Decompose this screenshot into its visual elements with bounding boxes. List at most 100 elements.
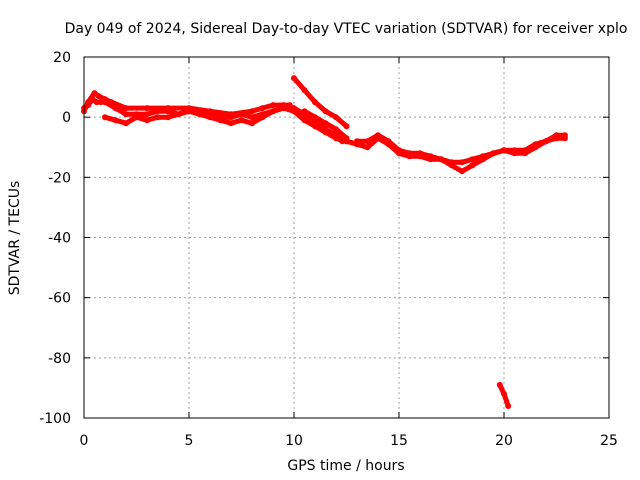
data-point (322, 120, 329, 127)
data-point (91, 90, 98, 97)
data-point (133, 114, 140, 121)
data-point (553, 132, 560, 139)
data-point (259, 114, 266, 121)
data-point (339, 138, 346, 145)
data-point (196, 111, 203, 118)
data-point (144, 117, 150, 124)
data-point (532, 144, 539, 151)
data-point (501, 147, 507, 154)
x-tick-label: 0 (80, 433, 89, 449)
x-tick-label: 10 (285, 433, 303, 449)
data-point (511, 150, 518, 157)
data-point (112, 117, 119, 124)
data-point (259, 105, 266, 112)
data-point (217, 117, 224, 124)
data-point (364, 138, 371, 145)
data-point (123, 111, 129, 118)
data-point (364, 144, 371, 151)
x-tick-label: 25 (600, 433, 618, 449)
y-tick-label: -20 (48, 170, 71, 186)
data-point (427, 153, 434, 160)
data-point (354, 138, 360, 145)
data-point (301, 108, 308, 115)
data-point (490, 150, 497, 157)
data-point (165, 105, 171, 112)
data-point (496, 381, 503, 388)
y-tick-labels: -100 -80 -60 -40 -20 0 20 (39, 50, 71, 427)
data-point (85, 99, 92, 106)
data-point (301, 87, 308, 94)
data-point (307, 117, 314, 124)
data-point (297, 111, 304, 118)
data-point (144, 105, 150, 112)
data-point (448, 162, 455, 169)
x-tick-label: 5 (185, 433, 194, 449)
data-point (459, 159, 465, 166)
data-point (249, 108, 255, 115)
data-point (291, 75, 297, 82)
data-point (417, 150, 423, 157)
tick-layer (83, 56, 610, 419)
series-layer (81, 75, 568, 409)
data-point (333, 126, 339, 133)
y-tick-label: -100 (39, 411, 71, 427)
x-axis-label: GPS time / hours (287, 458, 404, 474)
y-tick-label: -60 (48, 291, 71, 307)
data-point (228, 120, 234, 127)
data-point (228, 111, 234, 118)
data-point (343, 135, 350, 142)
data-point (318, 123, 325, 130)
data-point (93, 99, 100, 106)
grid-layer (84, 57, 609, 418)
x-tick-label: 20 (495, 433, 513, 449)
data-point (186, 105, 192, 112)
data-point (543, 138, 549, 145)
data-point (123, 120, 129, 127)
data-point (102, 114, 108, 121)
data-point (207, 108, 213, 115)
data-point (249, 120, 255, 127)
y-tick-label: 20 (53, 50, 71, 66)
data-point (95, 93, 102, 100)
data-point (312, 114, 318, 121)
data-point (469, 162, 476, 169)
data-point (322, 108, 329, 115)
data-point (385, 138, 392, 145)
data-point (561, 132, 568, 139)
data-point (270, 102, 276, 109)
data-point (270, 108, 276, 115)
data-point (312, 99, 318, 106)
y-tick-label: -40 (48, 231, 71, 247)
x-tick-labels: 0 5 10 15 20 25 (80, 433, 618, 449)
data-point (154, 114, 161, 121)
y-tick-label: 0 (62, 110, 71, 126)
data-point (123, 105, 129, 112)
data-point (501, 390, 507, 397)
data-point (459, 168, 465, 175)
y-tick-label: -80 (48, 351, 71, 367)
chart-title: Day 049 of 2024, Sidereal Day-to-day VTE… (65, 21, 628, 37)
data-point (102, 96, 108, 103)
y-axis-label: SDTVAR / TECUs (7, 181, 23, 296)
data-point (238, 117, 245, 124)
data-point (165, 114, 171, 121)
data-point (249, 114, 255, 121)
data-point (505, 403, 512, 409)
data-point (108, 99, 115, 106)
x-tick-label: 15 (390, 433, 408, 449)
data-point (333, 114, 339, 121)
data-point (343, 123, 350, 130)
data-point (286, 105, 293, 112)
data-point (207, 114, 213, 121)
data-point (469, 156, 476, 163)
data-point (406, 150, 413, 157)
data-point (280, 102, 287, 109)
data-point (144, 111, 150, 118)
data-point (438, 156, 444, 163)
data-point (522, 150, 528, 157)
data-point (97, 99, 104, 106)
data-point (328, 132, 335, 139)
data-point (375, 132, 381, 139)
